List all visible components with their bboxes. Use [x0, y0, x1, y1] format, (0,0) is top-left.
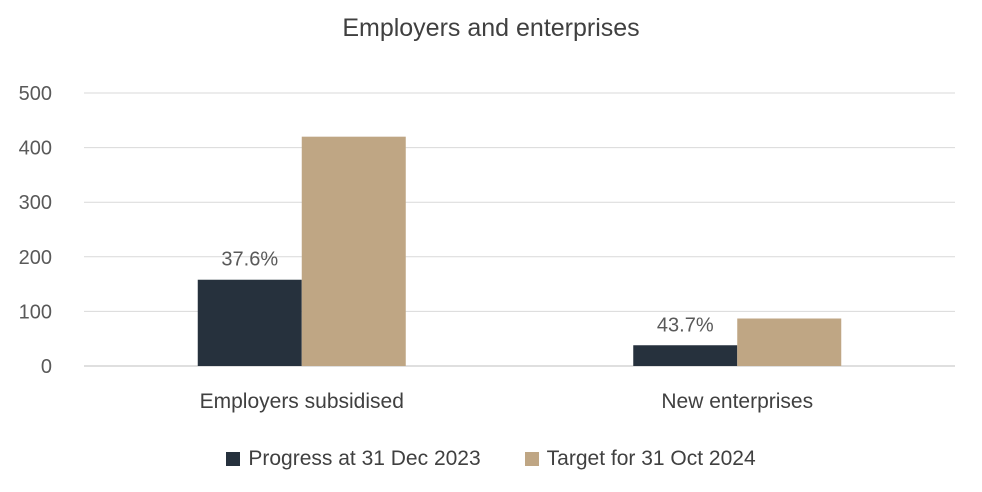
data-labels: 37.6% 43.7% — [221, 249, 713, 337]
data-label: 37.6% — [221, 249, 278, 271]
y-axis-ticks: 0 100 200 300 400 500 — [19, 83, 52, 378]
bar-progress — [633, 345, 738, 366]
legend: Progress at 31 Dec 2023 Target for 31 Oc… — [0, 447, 982, 471]
legend-label-target: Target for 31 Oct 2024 — [546, 447, 756, 470]
bar-target — [737, 318, 842, 366]
y-tick-label: 500 — [19, 83, 52, 105]
data-label: 43.7% — [657, 314, 714, 336]
y-tick-label: 200 — [19, 247, 52, 269]
bar-progress — [197, 279, 302, 366]
legend-swatch-progress — [226, 452, 241, 466]
legend-label-progress: Progress at 31 Dec 2023 — [248, 447, 481, 470]
y-tick-label: 100 — [19, 301, 52, 323]
legend-swatch-target — [524, 452, 539, 466]
y-tick-label: 0 — [41, 356, 52, 378]
x-axis-labels: Employers subsidised New enterprises — [200, 390, 814, 413]
bar-target — [301, 136, 406, 366]
legend-item-progress: Progress at 31 Dec 2023 — [226, 447, 481, 471]
chart-title: Employers and enterprises — [342, 14, 640, 42]
y-tick-label: 300 — [19, 192, 52, 214]
x-category-label: Employers subsidised — [200, 390, 404, 413]
x-category-label: New enterprises — [661, 390, 813, 413]
y-tick-label: 400 — [19, 138, 52, 160]
bars — [197, 136, 842, 366]
legend-item-target: Target for 31 Oct 2024 — [524, 447, 756, 471]
